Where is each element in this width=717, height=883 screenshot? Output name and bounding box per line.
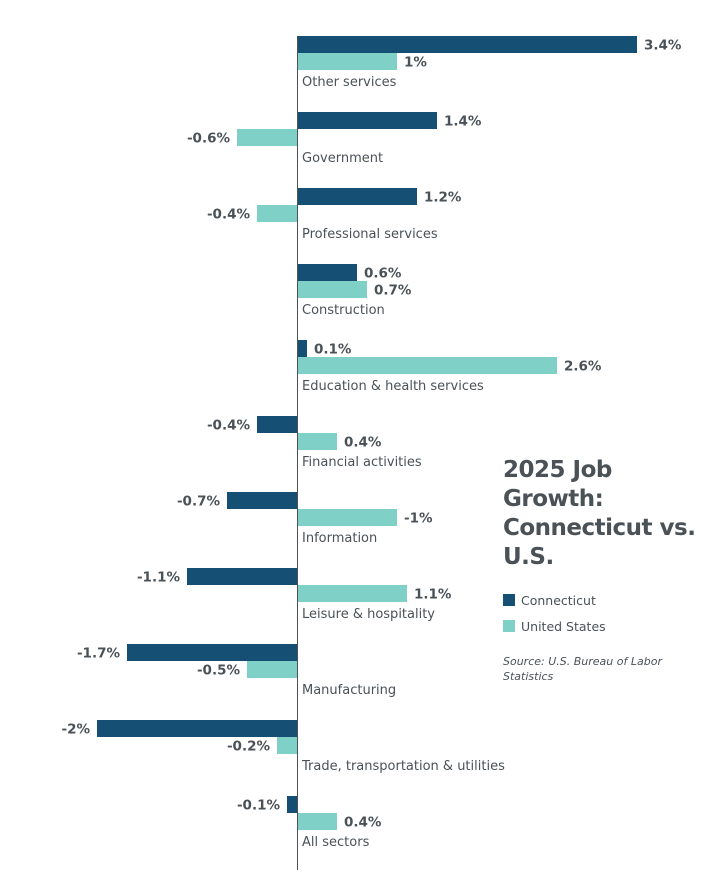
bar-us xyxy=(297,433,337,450)
data-label: -2% xyxy=(61,722,90,738)
bar-ct xyxy=(127,644,297,661)
source-note: Source: U.S. Bureau of Labor Statistics xyxy=(503,655,662,683)
bar-us xyxy=(237,129,297,146)
bar-ct xyxy=(287,796,297,813)
data-label: 0.4% xyxy=(344,435,382,451)
legend-swatch-connecticut xyxy=(503,594,515,606)
data-label: 0.1% xyxy=(314,342,352,358)
category-label: All sectors xyxy=(302,835,370,850)
data-label: 0.4% xyxy=(344,815,382,831)
bar-ct xyxy=(227,492,297,509)
data-label: -0.7% xyxy=(177,494,221,510)
data-label: 1.4% xyxy=(444,114,482,130)
legend-item-united-states: United States xyxy=(503,618,703,634)
bar-us xyxy=(297,813,337,830)
category-label: Financial activities xyxy=(302,455,422,470)
bar-ct xyxy=(97,720,297,737)
legend-item-connecticut: Connecticut xyxy=(503,592,703,608)
data-label: -0.4% xyxy=(207,418,251,434)
chart-title: 2025 Job Growth: Connecticut vs. U.S. xyxy=(503,457,696,570)
data-label: 1.1% xyxy=(414,587,452,603)
bar-us xyxy=(277,737,297,754)
bar-us xyxy=(297,357,557,374)
bar-ct xyxy=(187,568,297,585)
category-label: Leisure & hospitality xyxy=(302,607,435,622)
data-label: -0.4% xyxy=(207,207,251,223)
bar-ct xyxy=(297,188,417,205)
bar-us xyxy=(297,281,367,298)
data-label: 3.4% xyxy=(644,38,682,54)
category-label: Professional services xyxy=(302,227,438,242)
legend-swatch-united-states xyxy=(503,620,515,632)
bar-us xyxy=(247,661,297,678)
data-label: -1.7% xyxy=(77,646,121,662)
legend-label: United States xyxy=(521,618,606,634)
data-label: -0.1% xyxy=(237,798,281,814)
data-label: -0.5% xyxy=(197,663,241,679)
legend-label: Connecticut xyxy=(521,592,596,608)
category-label: Trade, transportation & utilities xyxy=(301,759,505,774)
data-label: 2.6% xyxy=(564,359,602,375)
category-label: Manufacturing xyxy=(302,683,396,698)
category-label: Education & health services xyxy=(302,379,484,394)
bar-us xyxy=(257,205,297,222)
category-label: Other services xyxy=(302,75,397,90)
category-label: Construction xyxy=(302,303,385,318)
bar-us xyxy=(297,53,397,70)
data-label: 0.7% xyxy=(374,283,412,299)
legend: 2025 Job Growth: Connecticut vs. U.S. Co… xyxy=(503,456,703,684)
data-label: 1% xyxy=(404,55,427,71)
bar-ct xyxy=(297,36,637,53)
bar-ct xyxy=(297,264,357,281)
data-label: -0.6% xyxy=(187,131,231,147)
data-label: -1.1% xyxy=(137,570,181,586)
data-label: 0.6% xyxy=(364,266,402,282)
data-label: -1% xyxy=(404,511,433,527)
bar-ct xyxy=(257,416,297,433)
bar-ct xyxy=(297,112,437,129)
category-label: Government xyxy=(302,151,383,166)
bar-us xyxy=(297,509,397,526)
bar-us xyxy=(297,585,407,602)
category-label: Information xyxy=(302,531,377,546)
data-label: 1.2% xyxy=(424,190,462,206)
bar-ct xyxy=(297,340,307,357)
data-label: -0.2% xyxy=(227,739,271,755)
